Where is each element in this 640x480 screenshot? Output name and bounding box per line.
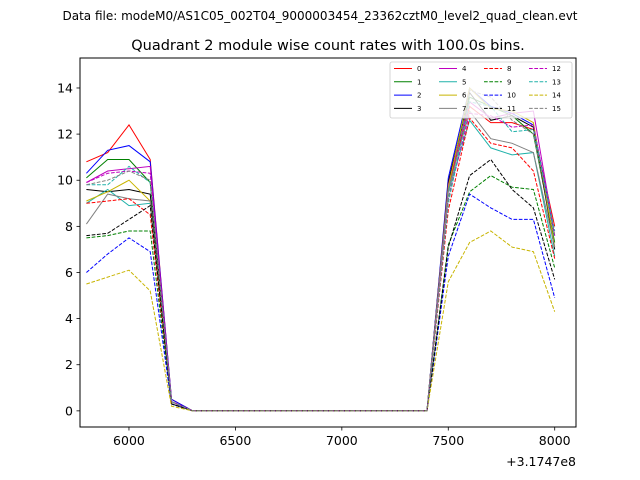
y-tick-label: 12	[57, 127, 73, 142]
y-tick-label: 8	[65, 219, 73, 234]
legend-label-3: 3	[417, 105, 421, 113]
legend-label-4: 4	[462, 65, 467, 73]
legend-label-12: 12	[552, 65, 561, 73]
legend-label-9: 9	[507, 78, 511, 86]
x-tick-label: 7000	[326, 433, 358, 448]
y-tick-label: 0	[65, 403, 73, 418]
legend-label-11: 11	[507, 105, 516, 113]
x-tick-label: 6000	[113, 433, 145, 448]
legend-label-13: 13	[552, 78, 561, 86]
legend-label-0: 0	[417, 65, 421, 73]
legend-label-5: 5	[462, 78, 466, 86]
x-tick-label: 8000	[539, 433, 571, 448]
y-tick-label: 6	[65, 265, 73, 280]
plot-lines	[85, 87, 556, 412]
legend-label-6: 6	[462, 92, 467, 100]
y-tick-label: 2	[65, 357, 73, 372]
x-tick-label: 7500	[432, 433, 464, 448]
series-line-15	[86, 89, 556, 412]
plot-frame	[79, 57, 577, 428]
y-tick-label: 14	[57, 80, 73, 95]
legend-label-8: 8	[507, 65, 511, 73]
legend-label-1: 1	[417, 78, 421, 86]
x-tick-label: 6500	[219, 433, 251, 448]
figure-suptitle: Data file: modeM0/AS1C05_002T04_90000034…	[62, 9, 577, 23]
x-axis-ticks: 6000 6500 7000 7500 8000	[113, 427, 571, 448]
legend-label-15: 15	[552, 105, 561, 113]
chart-title: Quadrant 2 module wise count rates with …	[131, 38, 525, 54]
y-tick-label: 4	[65, 311, 73, 326]
legend-label-10: 10	[507, 92, 516, 100]
legend-box	[389, 61, 573, 119]
legend-label-2: 2	[417, 92, 421, 100]
legend-label-7: 7	[462, 105, 466, 113]
y-tick-label: 10	[57, 173, 73, 188]
legend-label-14: 14	[552, 92, 561, 100]
x-axis-offset-label: +3.1747e8	[506, 454, 576, 469]
y-axis-ticks: 0 2 4 6 8 10 12 14	[57, 80, 80, 418]
